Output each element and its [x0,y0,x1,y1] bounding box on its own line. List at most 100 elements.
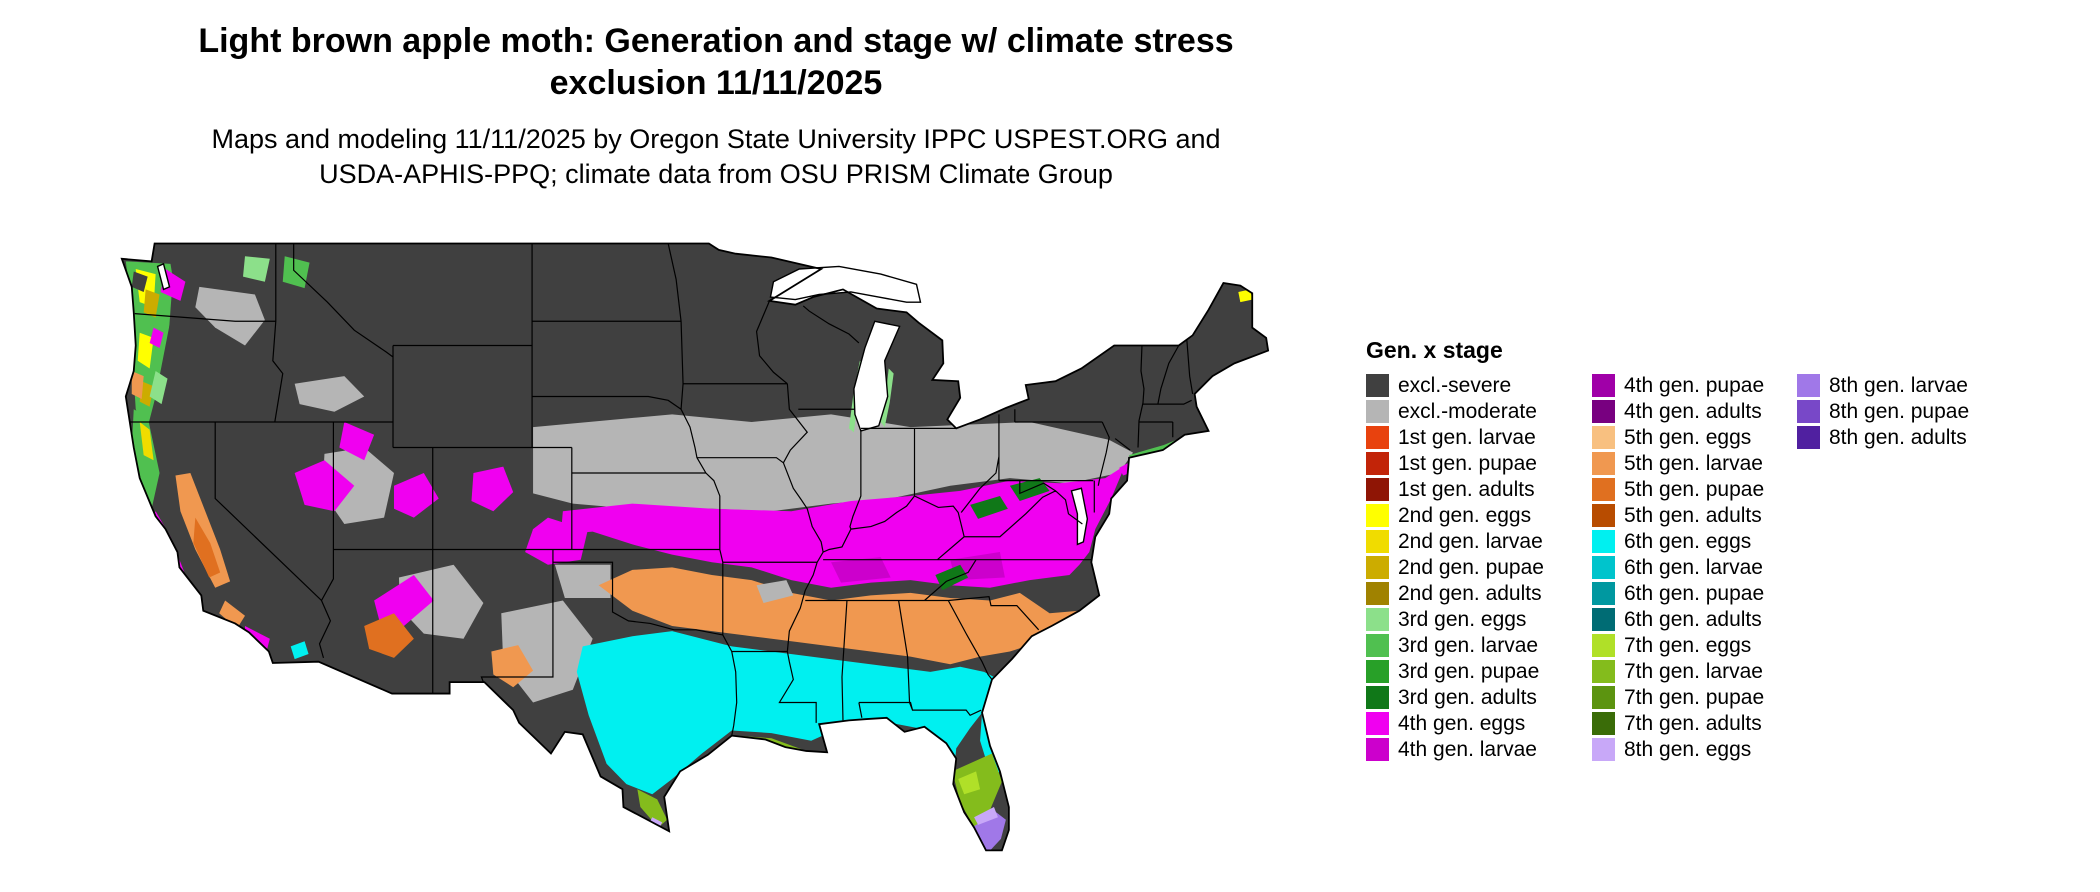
legend-swatch [1366,530,1389,553]
legend-item: excl.-moderate [1366,400,1592,423]
legend-item: 8th gen. larvae [1797,374,2027,397]
page-subtitle: Maps and modeling 11/11/2025 by Oregon S… [0,122,1432,192]
legend-label: 7th gen. adults [1624,711,1762,735]
region-gen5-band [175,473,1080,688]
us-map [96,218,1288,881]
legend-swatch [1592,452,1615,475]
legend-item: 1st gen. pupae [1366,452,1592,475]
legend-item: excl.-severe [1366,374,1592,397]
legend-swatch [1797,374,1820,397]
legend-label: 6th gen. eggs [1624,529,1752,553]
legend-label: excl.-severe [1398,373,1512,397]
region-exclusion-moderate [195,286,1134,703]
legend-item: 2nd gen. eggs [1366,504,1592,527]
legend-item: 6th gen. adults [1592,608,1797,631]
legend-label: 5th gen. larvae [1624,451,1763,475]
legend-swatch [1592,400,1615,423]
legend-item: 4th gen. larvae [1366,738,1592,761]
legend-label: 4th gen. larvae [1398,737,1537,761]
great-lakes [158,264,1088,545]
legend-column-3: 8th gen. larvae 8th gen. pupae 8th gen. ad… [1797,374,2027,452]
legend-label: 4th gen. eggs [1398,711,1526,735]
legend-item: 8th gen. adults [1797,426,2027,449]
legend-item: 6th gen. pupae [1592,582,1797,605]
us-outline [122,244,1268,851]
legend-label: 7th gen. eggs [1624,633,1752,657]
legend-item: 6th gen. eggs [1592,530,1797,553]
legend-swatch [1366,374,1389,397]
legend-label: 1st gen. pupae [1398,451,1537,475]
legend-item: 7th gen. pupae [1592,686,1797,709]
legend-item: 4th gen. eggs [1366,712,1592,735]
page-title: Light brown apple moth: Generation and s… [0,20,1432,104]
legend-swatch [1797,426,1820,449]
legend-label: 6th gen. adults [1624,607,1762,631]
legend-item: 1st gen. larvae [1366,426,1592,449]
legend-item: 1st gen. adults [1366,478,1592,501]
legend-item: 3rd gen. eggs [1366,608,1592,631]
legend-label: 4th gen. pupae [1624,373,1765,397]
legend-label: 6th gen. larvae [1624,555,1763,579]
legend-swatch [1366,660,1389,683]
legend-item: 5th gen. pupae [1592,478,1797,501]
legend-swatch [1366,478,1389,501]
legend-label: 7th gen. pupae [1624,685,1765,709]
legend-item: 7th gen. adults [1592,712,1797,735]
us-map-svg [96,218,1288,881]
legend-item: 6th gen. larvae [1592,556,1797,579]
legend-item: 3rd gen. adults [1366,686,1592,709]
legend-swatch [1366,556,1389,579]
legend-swatch [1592,582,1615,605]
legend-swatch [1592,660,1615,683]
legend-label: 3rd gen. eggs [1398,607,1527,631]
legend-swatch [1592,556,1615,579]
legend-label: 5th gen. pupae [1624,477,1765,501]
legend-item: 7th gen. larvae [1592,660,1797,683]
legend-item: 4th gen. adults [1592,400,1797,423]
header: Light brown apple moth: Generation and s… [0,20,1432,192]
legend-label: 7th gen. larvae [1624,659,1763,683]
legend: Gen. x stage excl.-severe excl.-moderate 1… [1366,336,2027,764]
legend-label: 3rd gen. pupae [1398,659,1540,683]
legend-swatch [1366,452,1389,475]
legend-label: 3rd gen. larvae [1398,633,1539,657]
legend-label: excl.-moderate [1398,399,1537,423]
legend-swatch [1592,530,1615,553]
legend-label: 8th gen. larvae [1829,373,1968,397]
subtitle-line-1: Maps and modeling 11/11/2025 by Oregon S… [211,124,1221,154]
lake-superior [770,266,920,302]
legend-label: 8th gen. eggs [1624,737,1752,761]
legend-swatch [1366,634,1389,657]
legend-column-2: 4th gen. pupae 4th gen. adults 5th gen. eg… [1592,374,1797,764]
legend-item: 2nd gen. pupae [1366,556,1592,579]
legend-label: 2nd gen. adults [1398,581,1542,605]
legend-swatch [1592,504,1615,527]
legend-label: 1st gen. adults [1398,477,1535,501]
legend-label: 5th gen. adults [1624,503,1762,527]
legend-swatch [1366,738,1389,761]
state-boundaries [129,244,1193,736]
legend-label: 1st gen. larvae [1398,425,1536,449]
legend-swatch [1366,400,1389,423]
legend-swatch [1592,738,1615,761]
legend-swatch [1592,634,1615,657]
chesapeake-bay [1071,488,1087,544]
lake-michigan [854,321,900,431]
legend-item: 3rd gen. pupae [1366,660,1592,683]
legend-swatch [1592,426,1615,449]
legend-swatch [1366,582,1389,605]
legend-label: 2nd gen. larvae [1398,529,1543,553]
legend-swatch [1592,374,1615,397]
legend-item: 5th gen. eggs [1592,426,1797,449]
legend-swatch [1366,686,1389,709]
legend-swatch [1592,478,1615,501]
legend-item: 8th gen. pupae [1797,400,2027,423]
legend-columns: excl.-severe excl.-moderate 1st gen. larva… [1366,374,2027,764]
legend-swatch [1797,400,1820,423]
legend-label: 5th gen. eggs [1624,425,1752,449]
puget-sound [158,264,170,290]
legend-swatch [1366,426,1389,449]
legend-swatch [1592,686,1615,709]
legend-item: 2nd gen. larvae [1366,530,1592,553]
